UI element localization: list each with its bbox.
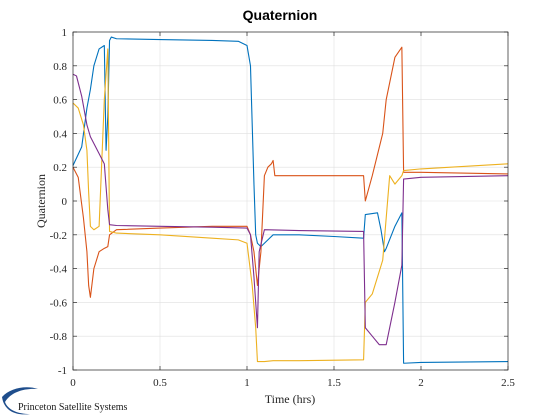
x-tick-label: 2 xyxy=(418,377,424,389)
x-tick-label: 2.5 xyxy=(501,377,515,389)
y-tick-label: 0.2 xyxy=(53,162,67,174)
y-tick-label: -0.6 xyxy=(50,297,68,309)
y-tick-label: 0 xyxy=(62,196,68,208)
x-axis-ticks: 0 0.5 1 1.5 2 2.5 xyxy=(70,32,515,389)
x-axis-label: Time (hrs) xyxy=(265,392,316,406)
y-tick-label: 1 xyxy=(62,27,68,39)
plot-series xyxy=(72,36,509,364)
logo-text: Princeton Satellite Systems xyxy=(18,402,128,413)
y-tick-label: -0.4 xyxy=(50,264,68,276)
grid-lines xyxy=(72,31,509,371)
y-tick-label: -0.8 xyxy=(50,331,68,343)
y-tick-label: 0.6 xyxy=(53,95,67,107)
y-tick-label: -0.2 xyxy=(50,230,67,242)
y-axis-ticks: -1 -0.8 -0.6 -0.4 -0.2 0 0.2 0.4 0.6 0.8 1 xyxy=(50,27,508,377)
y-tick-label: 0.8 xyxy=(53,61,67,73)
swoosh-icon xyxy=(2,387,38,415)
series-line-3 xyxy=(72,48,509,363)
chart-title: Quaternion xyxy=(243,7,318,23)
series-line-4 xyxy=(72,73,509,346)
series-line-2 xyxy=(72,46,509,298)
x-tick-label: 0.5 xyxy=(153,377,167,389)
x-tick-label: 0 xyxy=(70,377,76,389)
series-line-1 xyxy=(72,36,509,364)
company-logo: Princeton Satellite Systems xyxy=(2,387,128,415)
y-tick-label: -1 xyxy=(58,365,67,377)
x-tick-label: 1.5 xyxy=(327,377,341,389)
y-tick-label: 0.4 xyxy=(53,128,67,140)
y-axis-label: Quaternion xyxy=(34,174,48,228)
x-tick-label: 1 xyxy=(244,377,250,389)
